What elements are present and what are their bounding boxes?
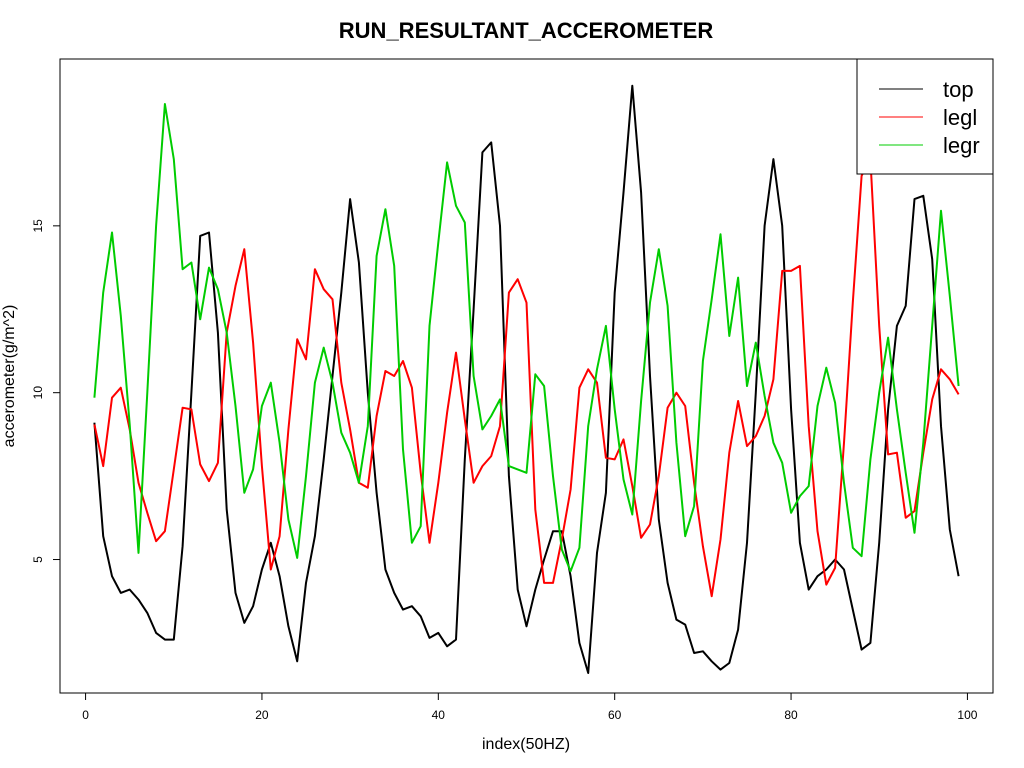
series-line-legr: [93, 103, 960, 573]
chart-title: RUN_RESULTANT_ACCEROMETER: [339, 18, 714, 43]
legend-label-legl: legl: [943, 105, 977, 130]
x-axis: 0 20 40 60 80 100: [82, 692, 978, 722]
series-line-top: [93, 84, 960, 674]
x-tick-label: 40: [432, 708, 446, 722]
y-axis: 5 10 15: [31, 219, 61, 563]
y-tick-label: 15: [31, 219, 45, 233]
y-tick-label: 10: [31, 386, 45, 400]
x-tick-label: 80: [784, 708, 798, 722]
y-axis-label: accerometer(g/m^2): [1, 305, 18, 448]
legend-label-legr: legr: [943, 133, 980, 158]
y-tick-label: 5: [31, 556, 45, 563]
legend: top legl legr: [856, 58, 994, 175]
plot-frame: [59, 58, 994, 694]
x-tick-label: 100: [957, 708, 977, 722]
x-axis-label: index(50HZ): [482, 736, 570, 753]
x-tick-label: 60: [608, 708, 622, 722]
x-tick-label: 0: [82, 708, 89, 722]
series-group: [93, 84, 960, 674]
x-tick-label: 20: [255, 708, 269, 722]
legend-label-top: top: [943, 77, 974, 102]
series-line-legl: [93, 158, 960, 598]
